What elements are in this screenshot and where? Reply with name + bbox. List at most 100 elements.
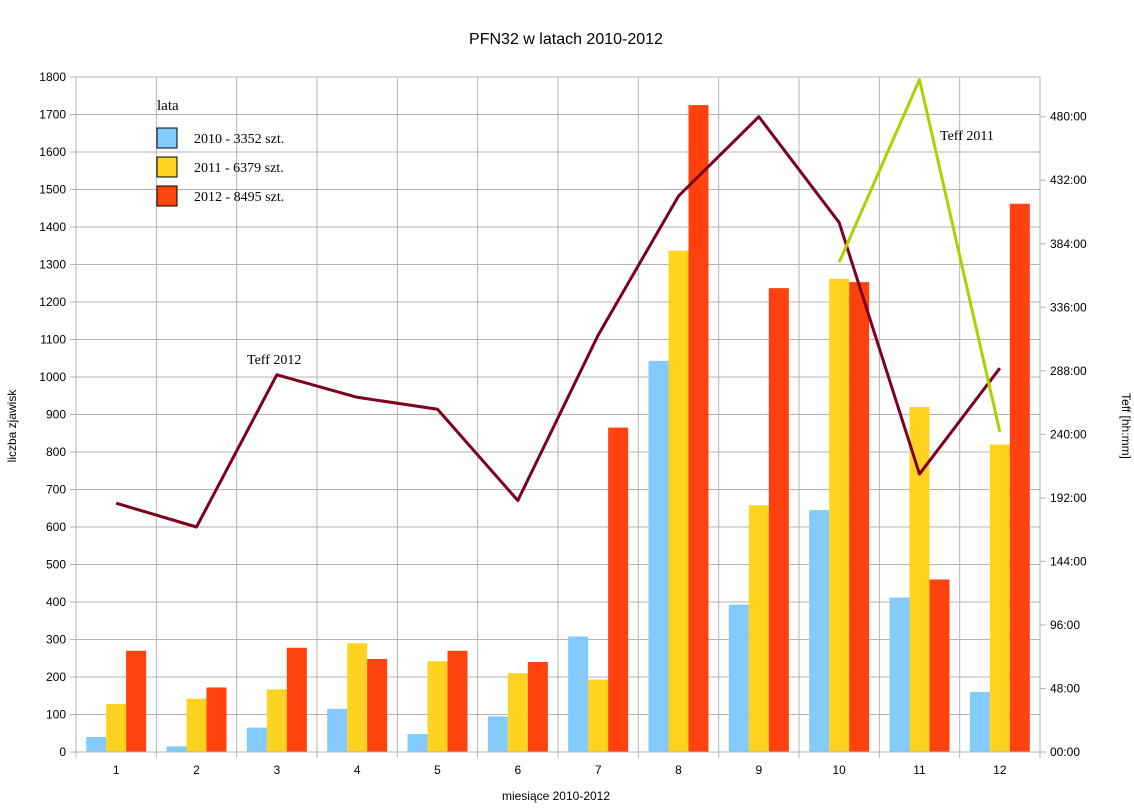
bar-3-1 (126, 650, 147, 752)
x-tick-label: 9 (755, 763, 762, 777)
bar-1-10 (809, 510, 830, 752)
bar-2-1 (106, 704, 127, 752)
y-axis-ticks: 0 100 200 300 400 500 600 700 800 900 1000 1100 1200… (39, 70, 76, 759)
y-tick-label: 1800 (39, 70, 66, 84)
y-tick-label: 400 (46, 595, 66, 609)
bar-3-9 (768, 288, 789, 752)
y2-axis-ticks: 00:00 48:00 96:00 144:00 192:00 240:00 288:00 3… (1040, 110, 1087, 759)
bar-2-3 (266, 689, 287, 752)
bars (86, 105, 1030, 752)
y2-tick-label: 144:00 (1050, 554, 1087, 568)
teff-lines (115, 78, 1002, 529)
y2-tick-label: 96:00 (1050, 618, 1080, 632)
x-tick-label: 5 (434, 763, 441, 777)
y-tick-label: 500 (46, 558, 66, 572)
bar-2-2 (186, 698, 207, 752)
line-label-teff-2011: Teff 2011 (940, 129, 994, 144)
legend: lata 2010 - 3352 szt. 2011 - 6379 szt. 201… (156, 98, 284, 207)
bar-3-11 (929, 579, 950, 752)
y-tick-label: 700 (46, 483, 66, 497)
bar-1-8 (648, 360, 669, 752)
x-tick-label: 10 (832, 763, 846, 777)
y-tick-label: 800 (46, 445, 66, 459)
y-tick-label: 1700 (39, 108, 66, 122)
y2-tick-label: 192:00 (1050, 491, 1087, 505)
y-tick-label: 1100 (40, 333, 66, 347)
bar-3-6 (527, 662, 548, 752)
y-tick-label: 200 (46, 670, 66, 684)
y2-tick-label: 480:00 (1050, 110, 1087, 124)
y-tick-label: 100 (46, 708, 66, 722)
bar-3-12 (1009, 203, 1030, 752)
y-tick-label: 600 (46, 520, 66, 534)
x-tick-label: 6 (514, 763, 521, 777)
y-tick-label: 1500 (39, 183, 66, 197)
bar-3-7 (608, 427, 629, 752)
y-tick-label: 1000 (39, 370, 66, 384)
bar-1-4 (327, 708, 348, 752)
bar-3-2 (206, 687, 227, 752)
x-tick-label: 11 (913, 763, 926, 777)
bar-2-5 (427, 661, 448, 752)
y2-axis-label: Teff [hh:mm] (1119, 393, 1133, 459)
bar-3-4 (367, 659, 388, 752)
line-label-teff-2012: Teff 2012 (247, 353, 301, 368)
legend-swatch-1 (156, 127, 178, 149)
y2-tick-label: 240:00 (1050, 427, 1087, 441)
gridlines (75, 76, 1041, 753)
line-series-2 (837, 78, 1002, 433)
y-tick-label: 0 (59, 745, 66, 759)
bar-2-4 (347, 643, 368, 752)
x-tick-label: 1 (113, 763, 120, 777)
bar-2-7 (588, 679, 609, 752)
x-tick-label: 4 (354, 763, 361, 777)
bar-3-10 (849, 282, 870, 752)
bar-1-3 (246, 727, 267, 752)
legend-swatch-2 (156, 156, 178, 178)
bar-3-5 (447, 650, 468, 752)
y-tick-label: 1200 (39, 295, 66, 309)
bar-1-12 (969, 692, 990, 752)
x-axis-label: miesiące 2010-2012 (502, 789, 610, 803)
y-axis-label: liczba zjawisk (5, 389, 19, 463)
x-tick-label: 12 (993, 763, 1007, 777)
bar-1-11 (889, 597, 910, 752)
legend-label-1: 2010 - 3352 szt. (194, 132, 284, 147)
bar-1-5 (407, 734, 428, 752)
y-tick-label: 1400 (39, 220, 66, 234)
line-labels: Teff 2012 Teff 2011 (247, 129, 994, 368)
y2-tick-label: 48:00 (1050, 681, 1080, 695)
x-axis-ticks: 1 2 3 4 5 6 7 8 9 10 11 12 (75, 752, 1041, 777)
bar-2-9 (748, 505, 769, 752)
y2-tick-label: 336:00 (1050, 300, 1087, 314)
x-tick-label: 3 (273, 763, 280, 777)
chart-title: PFN32 w latach 2010-2012 (469, 31, 663, 48)
y2-tick-label: 288:00 (1050, 364, 1087, 378)
y-tick-label: 1300 (39, 258, 66, 272)
bar-1-6 (487, 716, 508, 752)
y2-tick-label: 384:00 (1050, 237, 1087, 251)
y-tick-label: 300 (46, 633, 66, 647)
y2-tick-label: 432:00 (1050, 173, 1087, 187)
bar-1-2 (166, 746, 187, 752)
bar-2-12 (989, 444, 1010, 752)
y2-tick-label: 00:00 (1050, 745, 1080, 759)
bar-3-3 (286, 647, 307, 752)
bar-2-11 (909, 407, 930, 752)
bar-1-9 (728, 604, 749, 752)
y-tick-label: 1600 (39, 145, 66, 159)
bar-2-10 (829, 278, 850, 752)
bar-1-1 (86, 737, 107, 752)
legend-label-2: 2011 - 6379 szt. (194, 161, 284, 176)
line-series-1 (115, 115, 1002, 529)
bar-2-6 (507, 673, 528, 752)
bar-2-8 (668, 250, 689, 752)
legend-swatch-3 (156, 185, 178, 207)
legend-label-3: 2012 - 8495 szt. (194, 190, 284, 205)
x-tick-label: 2 (193, 763, 200, 777)
legend-title: lata (157, 98, 179, 114)
x-tick-label: 7 (595, 763, 602, 777)
y-tick-label: 900 (46, 408, 66, 422)
x-tick-label: 8 (675, 763, 682, 777)
